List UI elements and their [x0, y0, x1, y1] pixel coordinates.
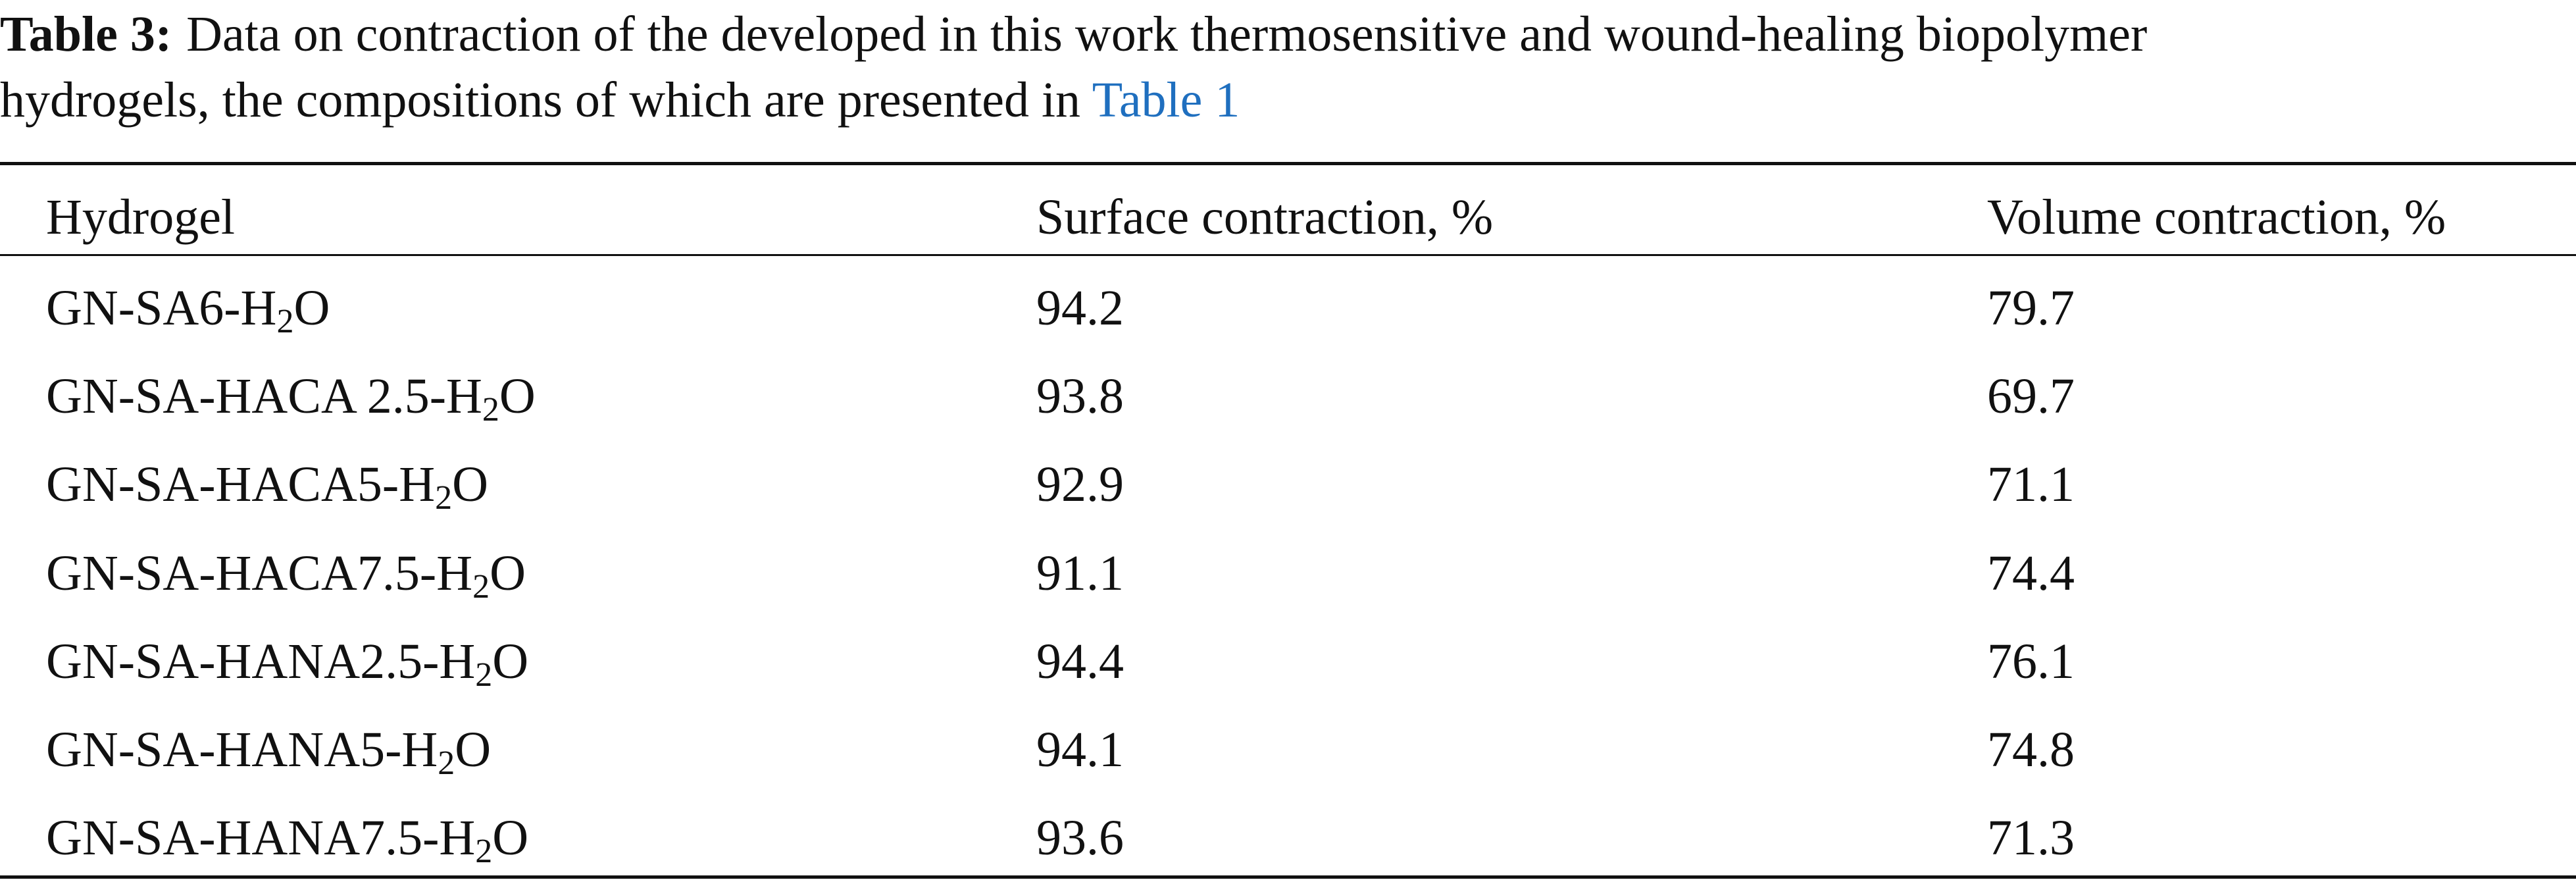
name-subscript: 2	[482, 391, 499, 429]
value-cell: 94.4	[1036, 633, 1124, 689]
name-part: GN-SA-HACA7.5-H	[46, 545, 473, 601]
value-cell: 74.8	[1987, 722, 2075, 777]
name-part: GN-SA-HACA5-H	[46, 457, 436, 513]
value-cell: 94.1	[1036, 722, 1124, 777]
caption-label: Table 3:	[0, 7, 172, 62]
hydrogel-name: GN-SA-HANA2.5-H2O	[46, 633, 529, 692]
value-cell: 92.9	[1036, 457, 1124, 513]
name-part: O	[455, 722, 492, 777]
value-cell: 93.8	[1036, 369, 1124, 425]
hydrogel-name: GN-SA-HACA 2.5-H2O	[46, 369, 536, 427]
name-part: GN-SA6-H	[46, 280, 277, 336]
caption-text: Data on contraction of the developed in …	[186, 7, 2148, 62]
bottom-rule	[0, 875, 2576, 879]
value-cell: 71.3	[1987, 810, 2075, 866]
name-part: O	[499, 369, 536, 425]
name-part: O	[492, 633, 529, 689]
value-cell: 94.2	[1036, 280, 1124, 336]
value-cell: 74.4	[1987, 545, 2075, 601]
name-part: O	[452, 457, 488, 513]
name-part: GN-SA-HANA7.5-H	[46, 810, 476, 866]
name-part: GN-SA-HANA5-H	[46, 722, 438, 777]
hydrogel-name: GN-SA-HACA5-H2O	[46, 457, 488, 515]
value-cell: 91.1	[1036, 545, 1124, 601]
name-subscript: 2	[276, 303, 294, 340]
header-rule	[0, 254, 2576, 256]
hydrogel-name: GN-SA-HANA7.5-H2O	[46, 810, 529, 869]
header-cell: Hydrogel	[46, 190, 236, 245]
value-cell: 79.7	[1987, 280, 2075, 336]
hydrogel-name: GN-SA-HANA5-H2O	[46, 722, 492, 781]
name-part: GN-SA-HACA 2.5-H	[46, 369, 482, 425]
name-part: O	[293, 280, 330, 336]
name-part: O	[490, 545, 526, 601]
caption-line: hydrogels, the compositions of which are…	[0, 75, 1240, 125]
name-subscript: 2	[438, 744, 455, 782]
name-part: O	[492, 810, 529, 866]
value-cell: 76.1	[1987, 633, 2075, 689]
header-cell: Volume contraction, %	[1987, 190, 2446, 245]
header-cell: Surface contraction, %	[1036, 190, 1494, 245]
hydrogel-name: GN-SA6-H2O	[46, 280, 330, 339]
value-cell: 71.1	[1987, 457, 2075, 513]
hydrogel-name: GN-SA-HACA7.5-H2O	[46, 545, 526, 604]
top-rule	[0, 162, 2576, 165]
caption-text: hydrogels, the compositions of which are…	[0, 72, 1081, 128]
value-cell: 93.6	[1036, 810, 1124, 866]
name-subscript: 2	[472, 567, 490, 606]
name-subscript: 2	[435, 479, 453, 517]
name-subscript: 2	[475, 656, 493, 694]
caption-line: Table 3: Data on contraction of the devel…	[0, 9, 2147, 59]
name-part: GN-SA-HANA2.5-H	[46, 633, 476, 689]
name-subscript: 2	[475, 833, 493, 871]
table-link[interactable]: Table 1	[1092, 72, 1240, 128]
value-cell: 69.7	[1987, 369, 2075, 425]
